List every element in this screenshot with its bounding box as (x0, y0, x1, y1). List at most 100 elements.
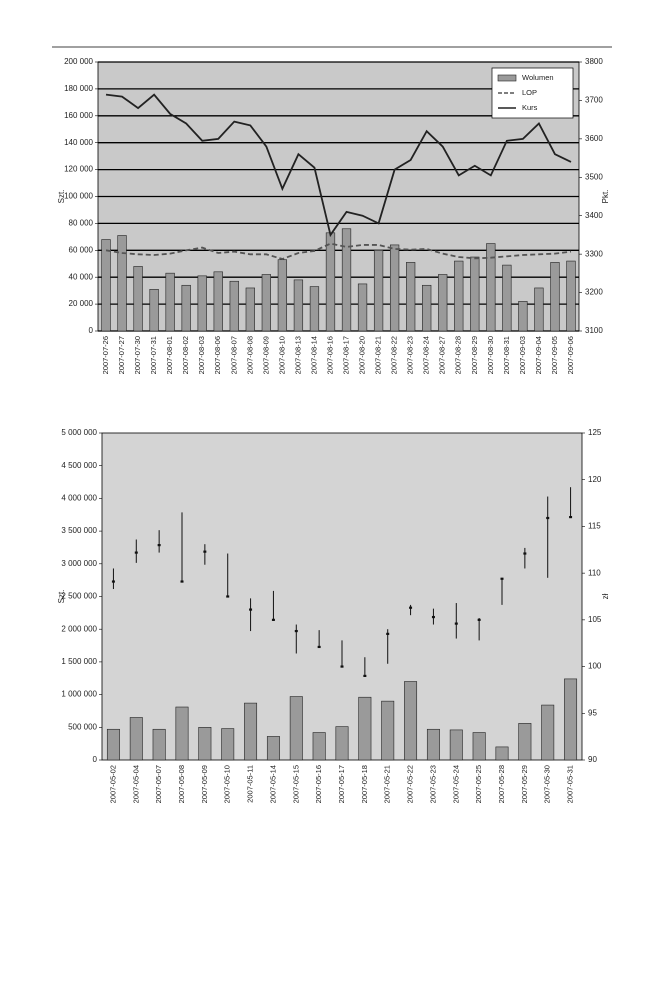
x-tick-label: 2007-05-22 (406, 765, 415, 803)
bar (312, 732, 326, 761)
bar (518, 301, 528, 332)
bar (129, 717, 143, 761)
x-tick-label: 2007-05-02 (108, 765, 117, 803)
x-tick-label: 2007-08-08 (245, 336, 254, 374)
y-tick-label: 140 000 (64, 138, 93, 147)
x-tick-label: 2007-08-30 (486, 336, 495, 374)
bar (534, 287, 544, 332)
bar (358, 696, 372, 761)
bar (325, 232, 336, 332)
legend-label: LOP (522, 88, 537, 97)
x-tick-label: 2007-05-18 (360, 765, 369, 803)
bar (389, 244, 400, 332)
bar (266, 736, 280, 761)
x-tick-label: 2007-08-16 (325, 336, 334, 374)
x-tick-label: 2007-05-25 (474, 765, 483, 803)
y-tick-label: 0 (89, 326, 94, 335)
y-tick-label: 2 000 000 (61, 624, 97, 633)
x-tick-label: 2007-08-10 (277, 336, 286, 374)
x-tick-label: 2007-09-04 (534, 336, 543, 374)
y2-tick-label: 115 (588, 522, 601, 531)
bar (449, 729, 463, 761)
y-tick-label: 40 000 (69, 272, 94, 281)
bar (197, 275, 207, 332)
x-tick-label: 2007-07-27 (117, 336, 126, 374)
bar (244, 702, 258, 761)
y-tick-label: 4 500 000 (61, 461, 97, 470)
x-tick-label: 2007-08-24 (422, 336, 431, 374)
x-tick-label: 2007-05-31 (566, 765, 575, 803)
y2-axis-label: zł (601, 593, 610, 599)
y-tick-label: 160 000 (64, 111, 93, 120)
y-tick-label: 5 000 000 (61, 428, 97, 437)
bar (404, 681, 418, 761)
bar (564, 678, 578, 761)
y2-tick-label: 3800 (585, 57, 603, 66)
bar (181, 284, 191, 332)
plot-area (101, 432, 583, 761)
bar (422, 284, 432, 332)
x-tick-label: 2007-08-17 (342, 336, 351, 374)
line (105, 242, 572, 260)
bar (566, 260, 576, 332)
bar (101, 239, 111, 332)
x-tick-label: 2007-05-08 (177, 765, 186, 803)
y-tick-label: 500 000 (68, 722, 97, 731)
x-tick-label: 2007-05-29 (520, 765, 529, 803)
y-tick-label: 2 500 000 (61, 592, 97, 601)
y2-tick-label: 3600 (585, 134, 603, 143)
bar (495, 746, 509, 761)
bar (198, 726, 212, 761)
x-tick-label: 2007-08-23 (406, 336, 415, 374)
bar (213, 271, 223, 332)
bar (175, 706, 189, 761)
x-tick-label: 2007-09-05 (550, 336, 559, 374)
bar (289, 696, 303, 761)
y-tick-label: 60 000 (69, 245, 94, 254)
bar (502, 264, 512, 332)
bar (406, 262, 416, 332)
y2-tick-label: 3400 (585, 211, 603, 220)
y-tick-label: 180 000 (64, 84, 93, 93)
bar (229, 280, 239, 332)
y2-tick-label: 105 (588, 615, 602, 624)
y-tick-label: 1 500 000 (61, 657, 97, 666)
bar (133, 266, 143, 332)
y2-tick-label: 3100 (585, 326, 603, 335)
y-tick-label: 3 500 000 (61, 526, 97, 535)
x-tick-label: 2007-09-06 (566, 336, 575, 374)
y2-tick-label: 90 (588, 755, 597, 764)
x-tick-label: 2007-08-22 (390, 336, 399, 374)
y-tick-label: 1 000 000 (61, 690, 97, 699)
line (105, 93, 572, 238)
x-tick-label: 2007-05-24 (451, 765, 460, 803)
x-tick-label: 2007-08-28 (454, 336, 463, 374)
bar (245, 287, 255, 332)
y-tick-label: 80 000 (69, 219, 94, 228)
y2-tick-label: 3200 (585, 288, 603, 297)
x-tick-label: 2007-09-03 (518, 336, 527, 374)
bar (381, 700, 395, 761)
x-tick-label: 2007-05-07 (154, 765, 163, 803)
x-tick-label: 2007-08-01 (165, 336, 174, 374)
bar (117, 235, 127, 332)
legend-label: Kurs (522, 103, 538, 112)
y2-tick-label: 3300 (585, 249, 603, 258)
x-tick-label: 2007-05-10 (223, 765, 232, 803)
y2-axis-label: Pkt. (601, 190, 610, 204)
x-tick-label: 2007-08-21 (374, 336, 383, 374)
x-tick-label: 2007-08-13 (293, 336, 302, 374)
x-tick-label: 2007-07-26 (101, 336, 110, 374)
bar (152, 728, 166, 761)
x-tick-label: 2007-08-09 (261, 336, 270, 374)
legend-label: Wolumen (522, 73, 554, 82)
x-tick-label: 2007-08-02 (181, 336, 190, 374)
x-tick-label: 2007-05-14 (268, 765, 277, 803)
bar (341, 228, 352, 332)
legend-swatch (497, 74, 517, 82)
bar (486, 243, 496, 332)
bar (357, 283, 368, 332)
x-tick-label: 2007-05-04 (131, 765, 140, 803)
x-tick-label: 2007-07-30 (133, 336, 142, 374)
